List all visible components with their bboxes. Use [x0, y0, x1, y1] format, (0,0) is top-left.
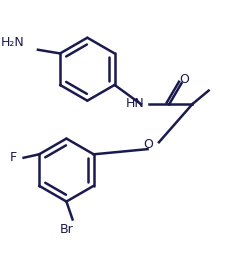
Text: H₂N: H₂N — [1, 36, 25, 49]
Text: O: O — [179, 73, 189, 86]
Text: F: F — [10, 151, 17, 164]
Text: O: O — [143, 138, 153, 151]
Text: HN: HN — [126, 97, 145, 110]
Text: Br: Br — [60, 223, 73, 236]
